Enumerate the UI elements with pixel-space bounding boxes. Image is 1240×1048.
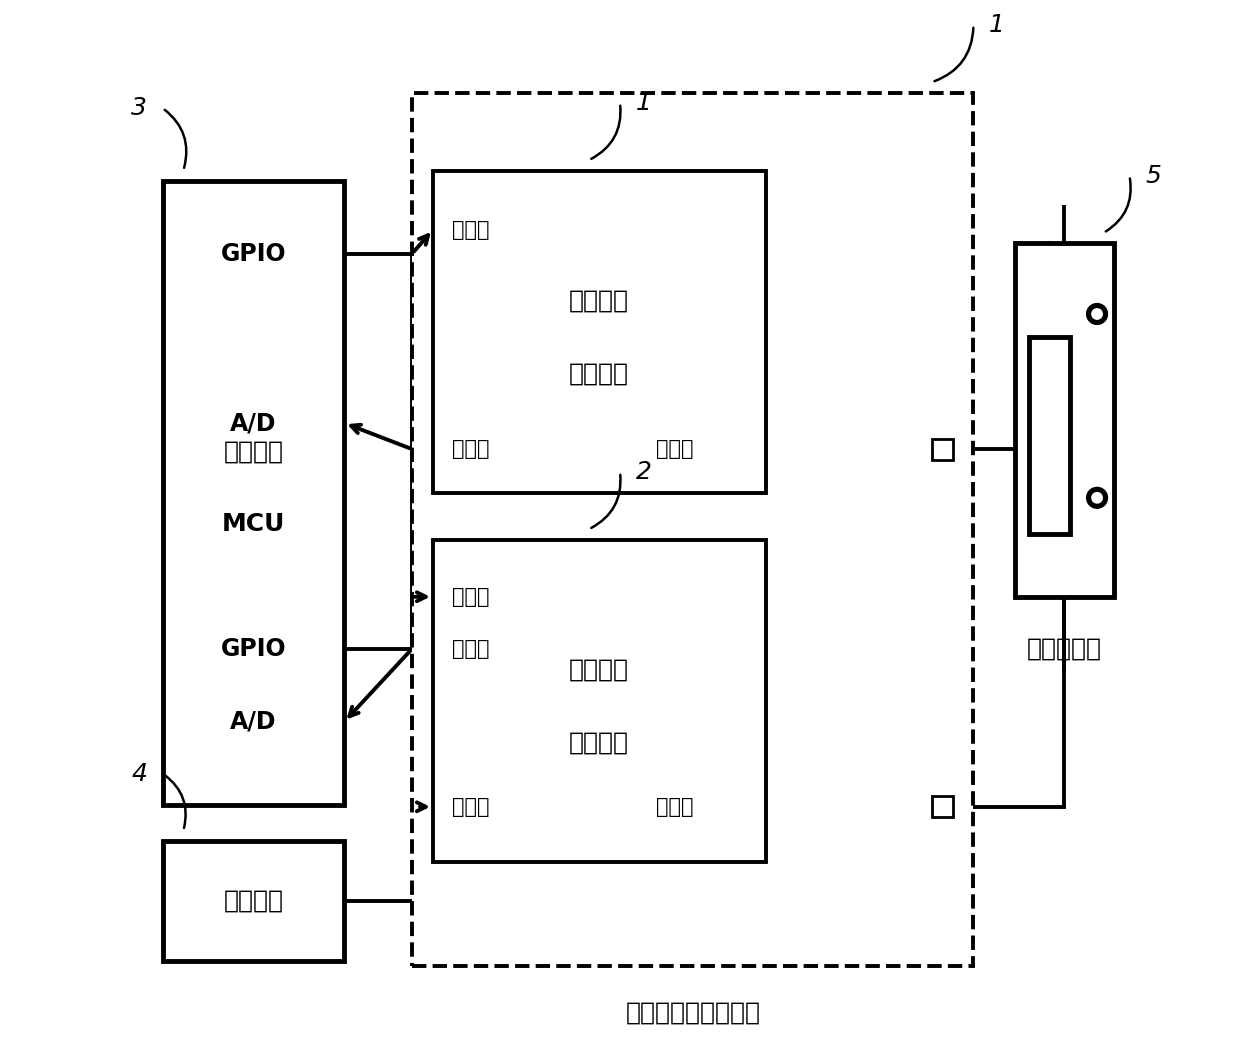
FancyBboxPatch shape: [412, 92, 973, 966]
Text: 第三端: 第三端: [451, 439, 489, 459]
FancyBboxPatch shape: [433, 171, 765, 493]
Text: 高压继电器控制电路: 高压继电器控制电路: [625, 1001, 760, 1025]
Text: 第一端: 第一端: [451, 587, 489, 607]
Text: A/D: A/D: [231, 709, 277, 734]
Text: 高压继电器: 高压继电器: [1027, 637, 1101, 660]
Text: 5: 5: [1145, 163, 1161, 188]
Text: 4: 4: [131, 762, 148, 786]
FancyBboxPatch shape: [433, 540, 765, 861]
Circle shape: [1086, 487, 1107, 508]
Text: 第四端: 第四端: [451, 796, 489, 816]
FancyBboxPatch shape: [1016, 243, 1114, 596]
Text: GPIO: GPIO: [221, 637, 286, 660]
Text: 3: 3: [131, 96, 148, 121]
FancyBboxPatch shape: [932, 796, 952, 817]
Text: 控制电路: 控制电路: [569, 730, 629, 755]
Text: 低边开关: 低边开关: [569, 657, 629, 681]
Text: 第二端: 第二端: [656, 796, 694, 816]
FancyBboxPatch shape: [932, 439, 952, 459]
Text: 安全模块: 安全模块: [223, 889, 284, 913]
Text: GPIO: GPIO: [221, 242, 286, 266]
FancyBboxPatch shape: [162, 842, 345, 961]
Text: 第一端: 第一端: [451, 220, 489, 240]
Text: 1: 1: [990, 13, 1004, 37]
Text: 2: 2: [636, 460, 651, 484]
Text: 第二端: 第二端: [656, 439, 694, 459]
Text: 高边开关: 高边开关: [569, 288, 629, 312]
Text: 微处理器: 微处理器: [223, 439, 284, 463]
Circle shape: [1092, 309, 1102, 320]
Text: 控制电路: 控制电路: [569, 362, 629, 386]
Text: A/D: A/D: [231, 411, 277, 435]
FancyBboxPatch shape: [1029, 336, 1070, 534]
Circle shape: [1086, 304, 1107, 325]
Text: MCU: MCU: [222, 512, 285, 536]
Circle shape: [1092, 493, 1102, 503]
Text: 1: 1: [636, 91, 651, 115]
FancyBboxPatch shape: [162, 181, 345, 805]
Text: 第三端: 第三端: [451, 639, 489, 659]
